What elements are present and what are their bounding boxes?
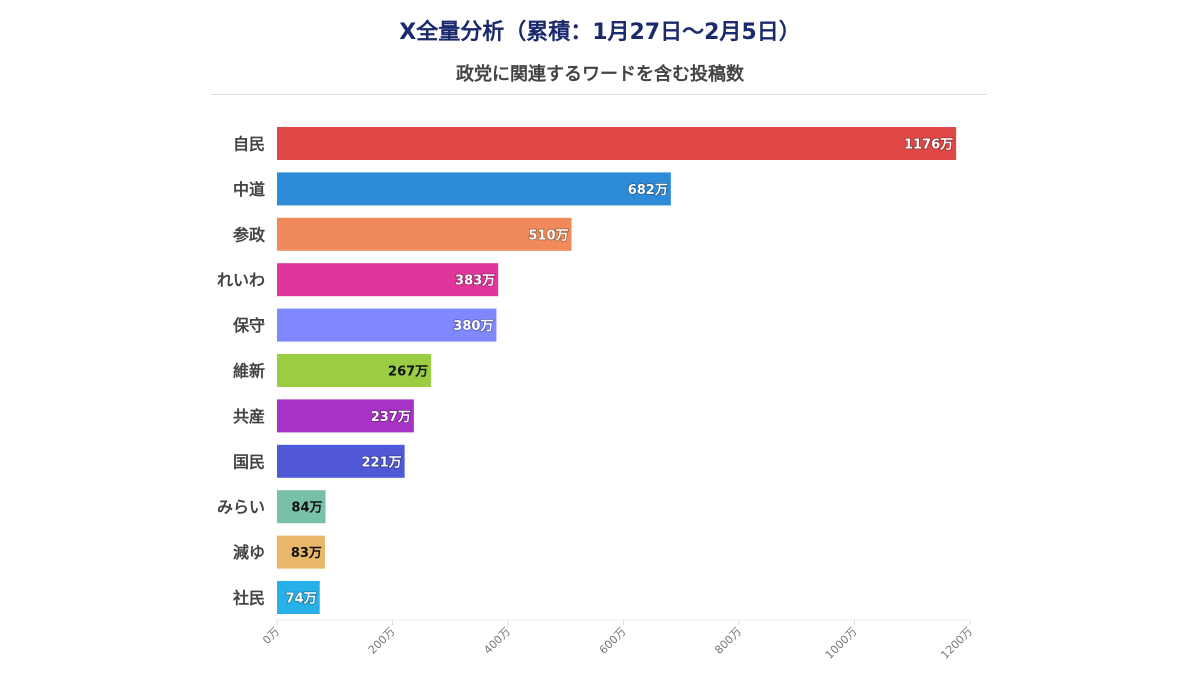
- bar-8: [277, 490, 326, 524]
- bar-3: [277, 263, 499, 297]
- category-label: 維新: [233, 362, 265, 381]
- data-label: 74万: [286, 592, 317, 607]
- category-label: 社民: [232, 589, 265, 608]
- data-label: 682万: [628, 183, 668, 198]
- data-label: 267万: [388, 365, 428, 380]
- x-tick-label: 600万: [597, 625, 629, 657]
- category-label: 自民: [233, 135, 265, 154]
- bar-4: [277, 308, 497, 342]
- bar-1: [277, 172, 671, 206]
- x-tick-label: 1200万: [938, 625, 975, 662]
- data-label: 380万: [453, 319, 493, 334]
- category-label: 参政: [233, 225, 266, 244]
- bar-2: [277, 217, 572, 251]
- data-label: 83万: [291, 546, 322, 561]
- category-label: 中道: [233, 180, 265, 199]
- chart-title: X全量分析（累積：1月27日〜2月5日）: [399, 20, 801, 45]
- data-label: 1176万: [904, 138, 953, 153]
- bar-7: [277, 444, 405, 478]
- category-label: れいわ: [217, 271, 265, 290]
- bar-6: [277, 399, 414, 433]
- x-tick-label: 400万: [481, 625, 513, 657]
- category-label: 国民: [233, 452, 265, 471]
- category-label: 共産: [233, 407, 265, 426]
- category-label: みらい: [217, 498, 265, 517]
- chart-subtitle: 政党に関連するワードを含む投稿数: [456, 64, 744, 85]
- category-label: 保守: [232, 316, 265, 335]
- data-label: 383万: [455, 274, 495, 289]
- data-label: 237万: [371, 410, 411, 425]
- title-divider: [211, 94, 987, 95]
- x-tick-label: 0万: [260, 625, 282, 647]
- x-tick-label: 800万: [712, 625, 744, 657]
- bar-9: [277, 535, 325, 569]
- category-label: 減ゆ: [233, 543, 265, 562]
- data-label: 221万: [361, 455, 401, 470]
- x-tick-label: 1000万: [823, 625, 860, 662]
- bar-5: [277, 354, 432, 387]
- bar-10: [277, 581, 320, 614]
- data-label: 84万: [291, 501, 322, 516]
- data-label: 510万: [528, 228, 568, 243]
- x-tick-label: 200万: [366, 625, 398, 657]
- bar-0: [277, 127, 957, 160]
